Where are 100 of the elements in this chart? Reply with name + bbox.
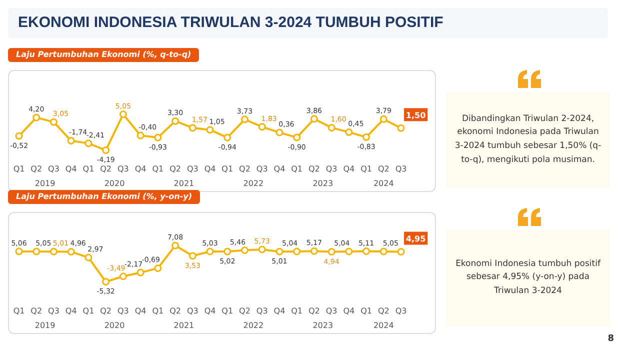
text: 2023 (312, 179, 334, 188)
x-tick-label: Q2 (170, 306, 181, 316)
x-tick-label: Q2 (239, 164, 250, 174)
x-tick-label: Q2 (308, 164, 320, 174)
x-tick-label: Q4 (134, 164, 146, 174)
x-tick-label: Q1 (222, 306, 234, 316)
point (154, 134, 162, 142)
point (328, 248, 336, 256)
x-tick-label: Q2 (308, 306, 320, 316)
x-tick-label: Q1 (291, 306, 303, 316)
x-tick-label: Q4 (65, 306, 77, 316)
x-tick-label: Q2 (378, 164, 390, 174)
point (397, 124, 405, 132)
text: 2021 (174, 179, 194, 188)
x-tick-label: Q4 (65, 164, 77, 174)
point (362, 248, 370, 256)
x-tick-label: Q3 (117, 306, 129, 316)
text: 2024 (373, 321, 394, 330)
x-tick-label: Q3 (256, 164, 268, 174)
x-tick-label: Q3 (395, 306, 407, 316)
point (258, 246, 266, 254)
point (119, 272, 127, 280)
point (240, 116, 248, 124)
text: 2023 (312, 321, 334, 330)
point (136, 268, 144, 276)
x-tick-label: Q4 (204, 164, 216, 174)
text: Ekonomi Indonesia tumbuh positif sebesar 4,95% (y-on-y) pada Triwulan 3-2024 (454, 258, 602, 298)
point (380, 248, 388, 256)
x-tick-label: Q2 (30, 164, 42, 174)
point (224, 134, 232, 142)
point (102, 146, 110, 154)
point (276, 128, 284, 136)
x-tick-label: Q3 (186, 164, 198, 174)
point (67, 248, 75, 256)
x-tick-label: Q4 (134, 306, 146, 316)
point (84, 254, 92, 262)
point (32, 114, 40, 122)
x-tick-label: Q3 (117, 164, 129, 174)
point (293, 248, 301, 256)
x-tick-label: Q1 (13, 306, 25, 316)
text: 2022 (243, 179, 264, 188)
point (172, 242, 180, 250)
x-tick-label: Q3 (326, 306, 338, 316)
point (206, 248, 214, 256)
point (310, 115, 318, 123)
point (50, 248, 58, 256)
x-tick-label: Q1 (152, 164, 164, 174)
x-tick-label: Q3 (395, 164, 407, 174)
x-tick-label: Q3 (186, 306, 198, 316)
x-tick-label: Q4 (204, 306, 216, 316)
x-tick-label: Q3 (48, 164, 60, 174)
text: 2020 (104, 179, 125, 188)
x-tick-label: Q1 (13, 164, 25, 174)
data-label: 4,95 (406, 234, 426, 244)
x-tick-label: Q4 (274, 306, 286, 316)
x-tick-label: Q2 (239, 306, 250, 316)
point (154, 264, 162, 272)
x-tick-label: Q4 (274, 164, 286, 174)
x-tick-label: Q2 (100, 306, 112, 316)
x-tick-label: Q3 (256, 306, 268, 316)
point (362, 133, 370, 141)
point (345, 128, 353, 136)
text: Dibandingkan Triwulan 2-2024, ekonomi Indonesia pada Triwulan 3-2024 tumbuh sebesar 1,50% (q-to-q), mengikuti pola musiman. (454, 112, 602, 167)
x-tick-label: Q1 (152, 306, 164, 316)
point (102, 278, 110, 286)
chart-subtitle: Laju Pertumbuhan Ekonomi (%, y-on-y) (8, 190, 200, 204)
point (15, 132, 23, 140)
point (293, 134, 301, 142)
point (50, 118, 58, 126)
chart-title: EKONOMI INDONESIA TRIWULAN 3-2024 TUMBUH POSITIF (18, 14, 444, 31)
text: 2019 (34, 321, 56, 330)
x-tick-label: Q2 (100, 164, 112, 174)
x-tick-label: Q2 (378, 306, 390, 316)
x-tick-label: Q1 (360, 164, 372, 174)
point (32, 248, 40, 256)
point (67, 136, 75, 144)
x-tick-label: Q1 (222, 164, 234, 174)
point (188, 124, 196, 132)
text: 2019 (34, 179, 56, 188)
x-tick-label: Q1 (82, 164, 94, 174)
x-tick-label: Q4 (343, 164, 355, 174)
point (310, 247, 318, 255)
point (380, 115, 388, 123)
point (206, 126, 214, 134)
point (328, 124, 336, 132)
x-tick-label: Q1 (360, 306, 372, 316)
x-tick-label: Q4 (343, 306, 355, 316)
point (136, 132, 144, 140)
text: 2022 (243, 321, 264, 330)
point (84, 140, 92, 148)
point (276, 248, 284, 256)
point (258, 123, 266, 131)
data-label: 1,50 (406, 111, 426, 120)
point (345, 248, 353, 256)
chart-subtitle: Laju Pertumbuhan Ekonomi (%, q-to-q) (8, 48, 200, 62)
point (188, 252, 196, 260)
text: 8 (608, 332, 614, 346)
x-tick-label: Q1 (291, 164, 303, 174)
x-tick-label: Q2 (170, 164, 181, 174)
x-tick-label: Q2 (30, 306, 42, 316)
